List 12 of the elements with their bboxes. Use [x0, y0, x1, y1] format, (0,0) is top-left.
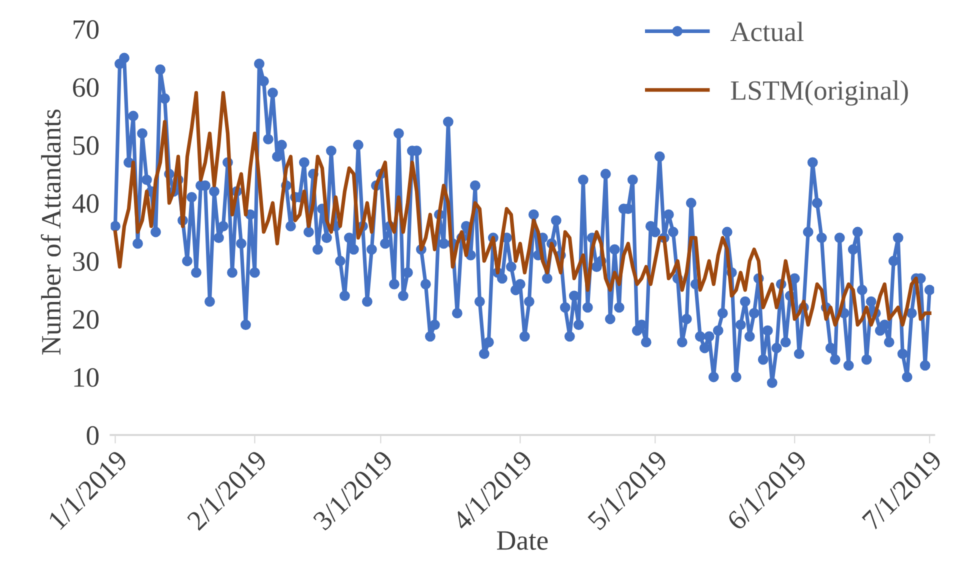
- x-axis-title: Date: [497, 531, 548, 550]
- y-tick-label: 50: [73, 136, 99, 155]
- y-tick-label: 0: [86, 426, 99, 445]
- y-tick-label: 70: [74, 20, 99, 39]
- legend-label: LSTM(original): [730, 80, 908, 106]
- legend-label: Actual: [730, 22, 804, 42]
- y-axis-title: Number of Attandants: [40, 110, 61, 355]
- y-tick-label: 20: [73, 310, 99, 329]
- y-tick-label: 30: [73, 252, 99, 271]
- y-tick-label: 60: [73, 78, 99, 97]
- y-tick-label: 10: [74, 368, 99, 387]
- y-tick-label: 40: [72, 194, 99, 213]
